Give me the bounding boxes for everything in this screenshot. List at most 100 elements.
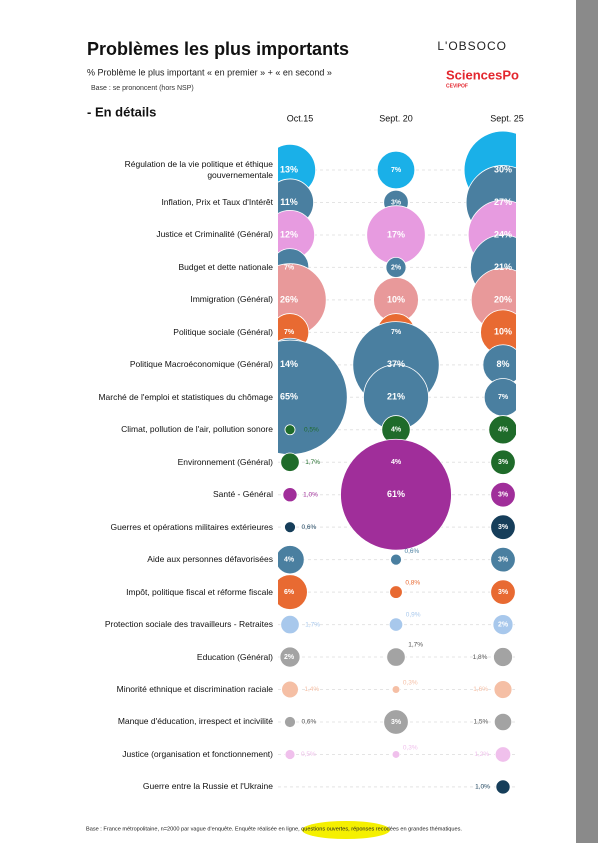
highlight <box>302 821 390 839</box>
logo-cevipof: CEVIPOF <box>446 83 468 89</box>
value-label: 1,0% <box>303 491 318 498</box>
value-label: 7% <box>391 329 402 336</box>
value-label: 26% <box>280 294 298 304</box>
footnote: Base : France métropolitaine, n=2000 par… <box>86 826 462 832</box>
value-label: 20% <box>494 294 512 304</box>
value-label: 65% <box>280 392 298 402</box>
row-label: Politique sociale (Général) <box>173 326 273 337</box>
value-label: 1,7% <box>305 621 320 628</box>
value-label: 14% <box>280 359 298 369</box>
bubble <box>488 415 516 445</box>
column-header: Oct.15 <box>287 113 314 123</box>
row-label: Justice et Criminalité (Général) <box>156 229 273 240</box>
value-label: 3% <box>498 492 509 499</box>
row-label: Guerres et opérations militaires extérie… <box>110 521 273 532</box>
value-label: 21% <box>494 262 512 272</box>
row-label: Budget et dette nationale <box>178 261 273 272</box>
value-label: 0,6% <box>404 548 419 555</box>
bubble <box>284 424 296 436</box>
value-label: 3% <box>391 719 402 726</box>
row-label: Inflation, Prix et Taux d'Intérêt <box>161 196 273 207</box>
value-label: 0,6% <box>301 719 316 726</box>
bubble <box>390 553 402 566</box>
subtitle: % Problème le plus important « en premie… <box>87 67 332 77</box>
bubble <box>278 574 308 610</box>
bubble <box>493 712 513 732</box>
value-label: 1,7% <box>305 459 320 466</box>
value-label: 3% <box>498 524 509 531</box>
bubble <box>490 579 516 605</box>
bubble <box>391 685 401 694</box>
value-label: 27% <box>494 197 512 207</box>
bubble <box>492 614 514 636</box>
row-label: Marché de l'emploi et statistiques du ch… <box>98 391 273 402</box>
logo-sciencespo: SciencesPo <box>446 67 519 82</box>
value-label: 1,7% <box>408 642 423 649</box>
value-label: 4% <box>391 459 402 466</box>
value-label: 4% <box>284 556 295 563</box>
base-note: Base : se prononcent (hors NSP) <box>91 85 194 92</box>
bubble <box>279 646 301 668</box>
row-label: Climat, pollution de l'air, pollution so… <box>121 424 273 435</box>
row-label: Education (Général) <box>196 651 273 662</box>
row-label: Guerre entre la Russie et l'Ukraine <box>142 781 273 792</box>
value-label: 3% <box>498 459 509 466</box>
bubble <box>490 546 516 573</box>
bubble <box>493 680 513 699</box>
value-label: 11% <box>280 197 298 207</box>
plot <box>278 130 516 795</box>
value-label: 3% <box>498 556 509 563</box>
section-title: - En détails <box>87 104 156 119</box>
labels: 13% 7% 30% 11% 3% 27% 12% 17% 24% 7% 2% 21% 26% 10% 20… <box>280 164 512 790</box>
value-label: 0,8% <box>405 579 420 586</box>
value-label: 12% <box>280 229 298 239</box>
row-label: Minorité ethnique et discrimination raci… <box>116 684 273 695</box>
value-label: 0,3% <box>403 679 418 686</box>
row-label: Justice (organisation et fonctionnement) <box>122 748 273 759</box>
row-label: Manque d'éducation, irrespect et incivil… <box>117 716 273 727</box>
value-label: 1,8% <box>473 654 488 661</box>
bubble <box>490 482 516 508</box>
value-label: 61% <box>387 489 405 499</box>
value-label: 13% <box>280 164 298 174</box>
row-label: Aide aux personnes défavorisées <box>147 554 273 565</box>
value-label: 0,9% <box>406 612 421 619</box>
bubble <box>284 749 296 760</box>
bubble <box>281 680 299 699</box>
bubble <box>280 452 300 472</box>
bubble <box>494 746 512 763</box>
row-label: Immigration (Général) <box>190 294 273 305</box>
value-label: 17% <box>387 229 405 239</box>
value-label: 10% <box>387 294 405 304</box>
bubble <box>278 545 305 575</box>
value-label: 1,2% <box>474 751 489 758</box>
value-label: 3% <box>498 589 509 596</box>
row-label: Politique Macroéconomique (Général) <box>129 359 273 370</box>
value-label: 2% <box>498 621 509 628</box>
value-label: 1,0% <box>475 784 490 791</box>
row-label: Protection sociale des travailleurs - Re… <box>104 619 273 630</box>
value-label: 0,5% <box>301 751 316 758</box>
value-label: 3% <box>391 199 402 206</box>
column-header: Sept. 20 <box>379 113 413 123</box>
bubble <box>389 585 403 599</box>
chart-title: Problèmes les plus importants <box>87 39 349 59</box>
row-label: Régulation de la vie politique et éthiqu… <box>124 159 273 180</box>
value-label: 30% <box>494 164 512 174</box>
bubble <box>495 779 511 795</box>
row-label: Santé - Général <box>212 489 273 500</box>
value-label: 4% <box>498 427 509 434</box>
value-label: 7% <box>284 264 295 271</box>
value-label: 1,6% <box>473 686 488 693</box>
value-label: 10% <box>494 327 512 337</box>
bubble <box>490 449 516 475</box>
column-header: Sept. 25 <box>490 113 524 123</box>
bubble <box>340 438 452 551</box>
value-label: 0,6% <box>301 524 316 531</box>
side-strip <box>576 0 598 843</box>
bubble <box>493 647 513 667</box>
value-label: 1,4% <box>304 686 319 693</box>
value-label: 37% <box>387 359 405 369</box>
value-label: 24% <box>494 229 512 239</box>
